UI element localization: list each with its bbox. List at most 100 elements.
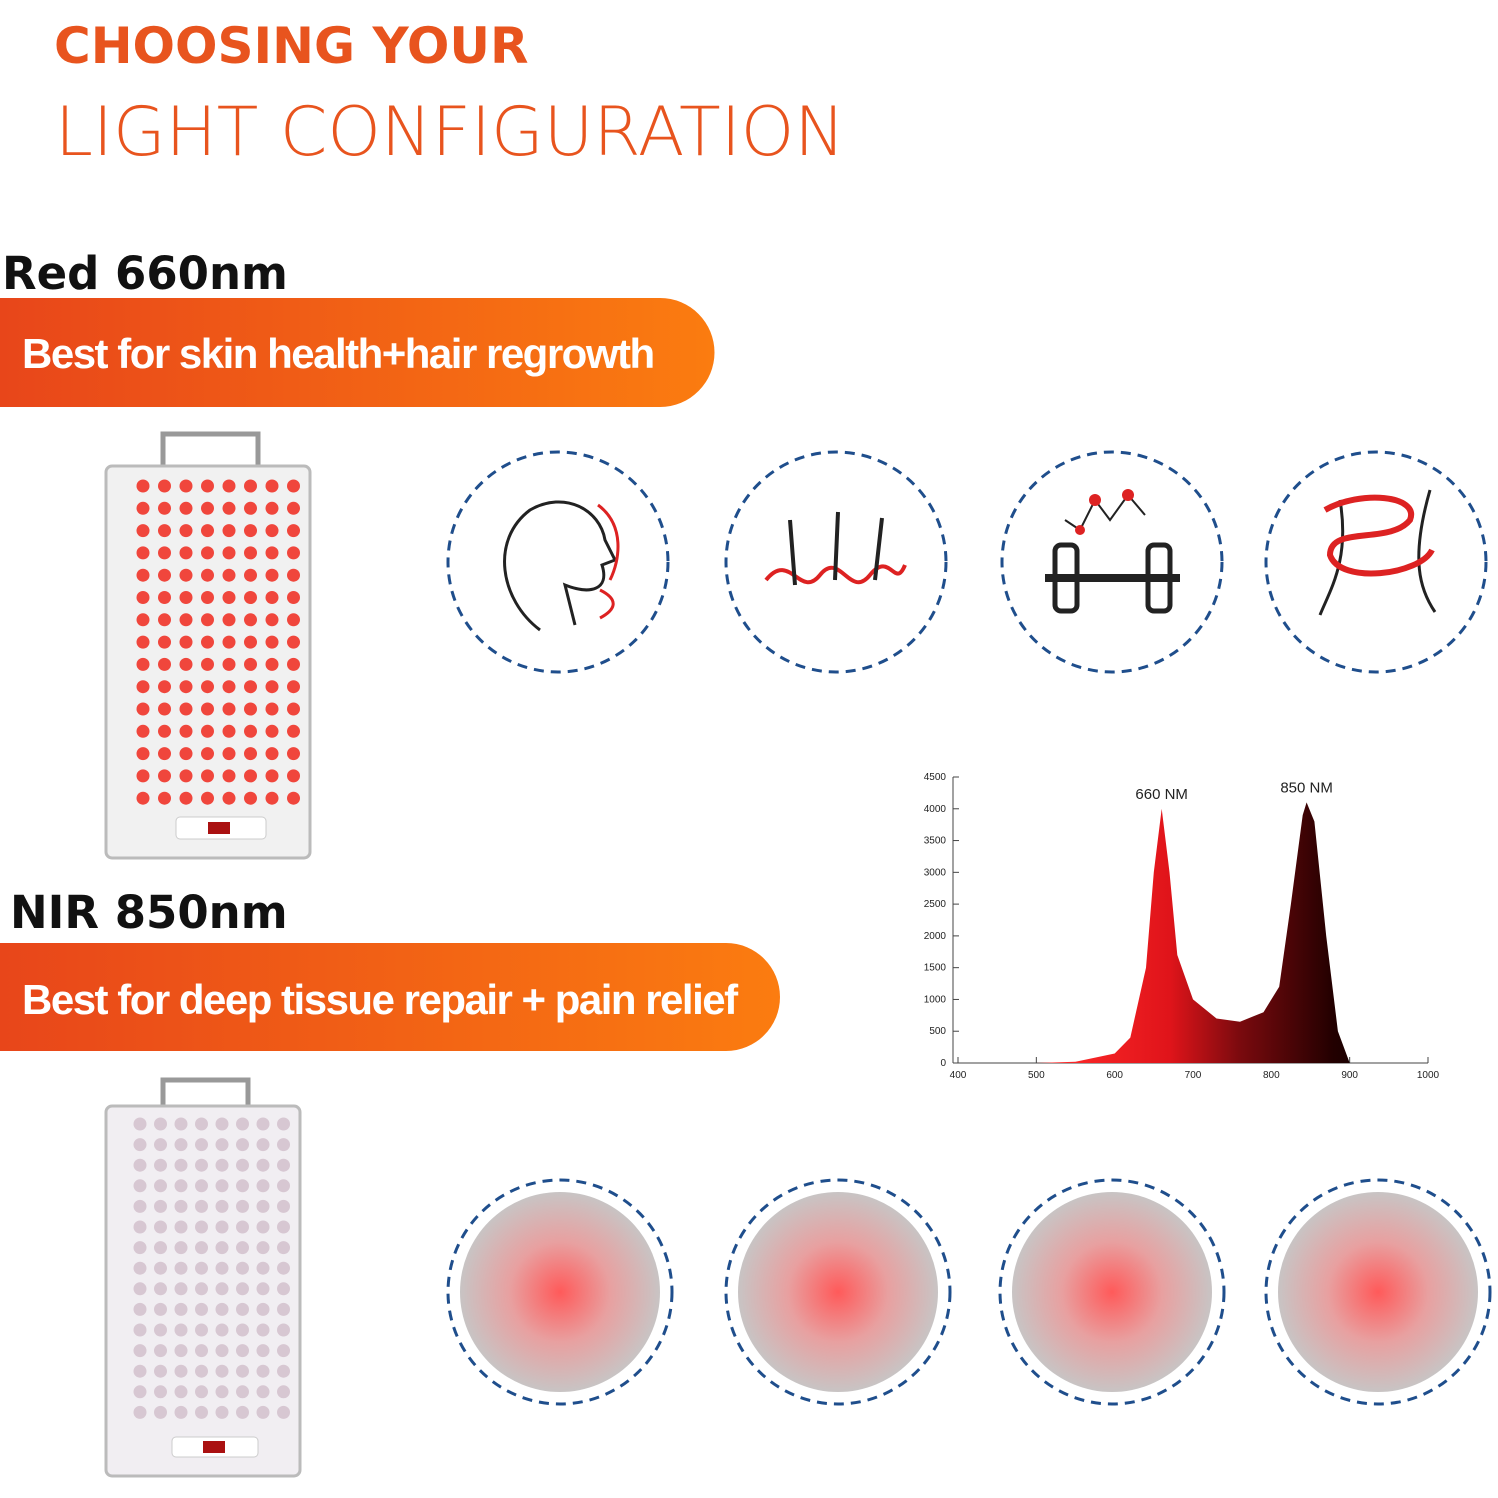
led [256,1323,270,1337]
led [277,1199,290,1213]
led [287,591,300,604]
led [265,724,279,738]
led [244,724,257,738]
led [277,1138,290,1152]
led [195,1385,208,1399]
led [222,657,236,671]
led [195,1261,208,1275]
led [174,1323,188,1337]
spectrum-area [958,802,1428,1063]
led [215,1138,229,1152]
led [256,1179,270,1193]
led [201,479,214,493]
led [154,1282,167,1296]
led [133,1179,147,1193]
led [174,1385,188,1399]
led [154,1158,167,1172]
x-tick-label: 400 [950,1070,967,1081]
led [133,1138,147,1152]
led [195,1199,208,1213]
led [174,1302,188,1316]
led [236,1179,249,1193]
section-label: NIR 850nm [10,886,288,939]
led [136,769,150,783]
led [236,1302,249,1316]
led [265,791,279,805]
led [133,1117,147,1131]
led [201,702,214,716]
led [136,791,150,805]
led [179,479,193,493]
led [236,1220,249,1234]
x-tick-label: 900 [1341,1070,1358,1081]
led [195,1241,208,1255]
led [195,1158,208,1172]
led [236,1405,249,1419]
led [265,747,279,761]
led [154,1405,167,1419]
led [222,724,236,738]
led [265,591,279,604]
led [158,524,171,538]
led [154,1179,167,1193]
led [136,702,150,716]
led [174,1364,188,1378]
x-tick-label: 500 [1028,1070,1045,1081]
led [195,1364,208,1378]
led [244,747,257,761]
led [136,524,150,538]
led [179,613,193,627]
led [236,1138,249,1152]
led [158,724,171,738]
led [277,1158,290,1172]
title-line-2: LIGHT CONFIGURATION [55,93,845,172]
title-line-1: CHOOSING YOUR [54,17,529,75]
led [265,501,279,515]
led [133,1302,147,1316]
benefit-icons [446,450,1488,674]
led [277,1302,290,1316]
led [174,1344,188,1358]
led [136,657,150,671]
led [154,1220,167,1234]
banner [0,298,715,407]
y-tick-label: 2000 [924,931,947,942]
led [179,702,193,716]
led [244,591,257,604]
x-tick-label: 800 [1263,1070,1280,1081]
led [158,657,171,671]
led [201,791,214,805]
led [244,791,257,805]
led [201,546,214,560]
led [256,1138,270,1152]
led [222,568,236,582]
led [201,769,214,783]
led [215,1261,229,1275]
led [158,546,171,560]
x-tick-label: 1000 [1417,1070,1440,1081]
led [265,657,279,671]
led [265,524,279,538]
y-tick-label: 500 [929,1026,946,1037]
led [256,1302,270,1316]
led [256,1385,270,1399]
led [256,1117,270,1131]
led [236,1385,249,1399]
led [222,479,236,493]
led [215,1344,229,1358]
led [201,657,214,671]
led [158,791,171,805]
led [133,1344,147,1358]
y-tick-label: 0 [940,1058,946,1069]
led [244,524,257,538]
led [256,1344,270,1358]
led [277,1179,290,1193]
led [201,501,214,515]
y-tick-label: 4000 [924,804,947,815]
led [195,1117,208,1131]
led [154,1323,167,1337]
led [215,1385,229,1399]
led [236,1241,249,1255]
led [154,1385,167,1399]
